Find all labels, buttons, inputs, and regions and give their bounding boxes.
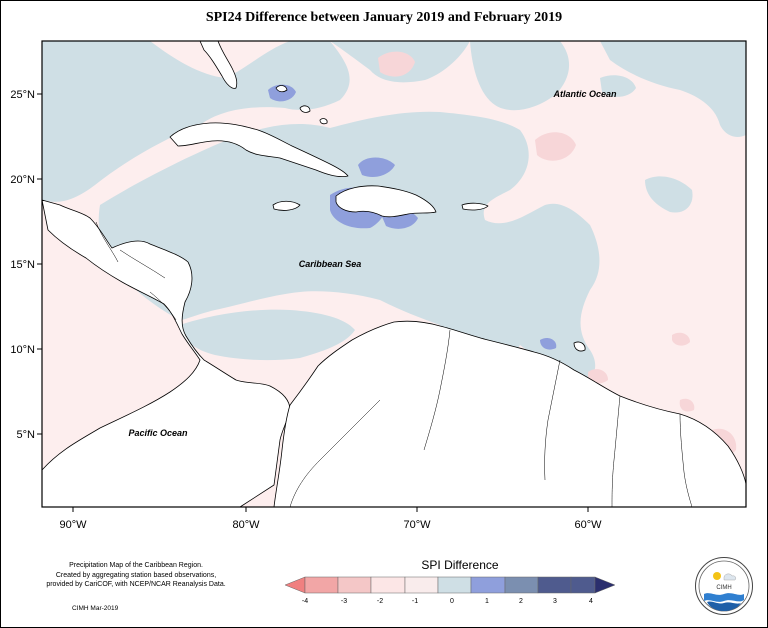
legend-swatch	[570, 576, 596, 594]
cimh-logo-icon: CIMH	[698, 560, 750, 612]
legend-swatch	[594, 576, 616, 594]
legend-swatch	[537, 576, 572, 594]
bahamas-3	[319, 118, 328, 125]
sun-icon	[713, 572, 721, 580]
credits-line: Precipitation Map of the Caribbean Regio…	[69, 562, 203, 569]
legend-tick-label: -2	[377, 598, 383, 605]
hispaniola	[335, 185, 437, 218]
lon-axis: 90°W 80°W 70°W 60°W	[59, 507, 602, 531]
caribbean-sea-label: Caribbean Sea	[299, 259, 362, 269]
bahamas-1	[275, 85, 288, 93]
legend-tick-label: 4	[589, 598, 593, 605]
legend-title: SPI Difference	[421, 558, 499, 572]
legend-tick-label: -3	[341, 598, 347, 605]
lat-axis: 25°N 20°N 15°N 10°N 5°N	[10, 89, 42, 441]
atlantic-ocean-label: Atlantic Ocean	[552, 89, 617, 99]
spi-positive-light-areas	[42, 41, 746, 490]
bahamas-2	[299, 105, 311, 113]
legend-tick-label: 0	[450, 598, 454, 605]
lon-tick-label: 70°W	[403, 519, 431, 531]
cimh-logo: CIMH	[695, 557, 753, 615]
legend-tick-label: 2	[519, 598, 523, 605]
legend-ticks: -4 -3 -2 -1 0 1 2 3 4	[302, 598, 593, 605]
pacific-ocean-label: Pacific Ocean	[128, 428, 188, 438]
credits-line: Created by aggregating station based obs…	[55, 571, 217, 579]
legend-swatch	[284, 576, 306, 594]
legend-tick-label: -4	[302, 598, 308, 605]
country-borders	[95, 221, 693, 508]
credits-footnote: CIMH Mar-2019	[72, 605, 119, 612]
florida	[199, 40, 238, 89]
lat-tick-label: 10°N	[10, 344, 35, 356]
legend-colorbar	[284, 576, 616, 594]
legend-swatch	[437, 576, 472, 594]
cuba	[169, 122, 349, 178]
waves-icon	[704, 593, 744, 602]
cloud-icon	[723, 573, 736, 581]
legend-swatch	[370, 576, 406, 594]
lon-tick-label: 80°W	[232, 519, 260, 531]
jamaica	[272, 200, 301, 211]
lat-tick-label: 15°N	[10, 259, 35, 271]
legend-tick-label: 1	[485, 598, 489, 605]
lon-tick-label: 60°W	[574, 519, 602, 531]
lat-tick-label: 5°N	[17, 429, 36, 441]
logo-text: CIMH	[716, 585, 731, 591]
legend-tick-label: -1	[412, 598, 418, 605]
credits-line: provided by CariCOF, with NCEP/NCAR Rean…	[46, 581, 226, 588]
land-masses	[41, 40, 747, 508]
lat-tick-label: 20°N	[10, 174, 35, 186]
legend-swatch	[404, 576, 439, 594]
puerto-rico	[461, 202, 489, 211]
legend-swatch	[304, 576, 339, 594]
legend-swatch	[470, 576, 506, 594]
trinidad	[573, 341, 586, 352]
lon-tick-label: 90°W	[59, 519, 87, 531]
legend-swatch	[337, 576, 372, 594]
lat-tick-label: 25°N	[10, 89, 35, 101]
legend-swatch	[504, 576, 539, 594]
credits-block: Precipitation Map of the Caribbean Regio…	[6, 561, 266, 590]
map-title: SPI24 Difference between January 2019 an…	[205, 10, 563, 25]
map-border	[41, 40, 747, 508]
legend-tick-label: 3	[553, 598, 557, 605]
